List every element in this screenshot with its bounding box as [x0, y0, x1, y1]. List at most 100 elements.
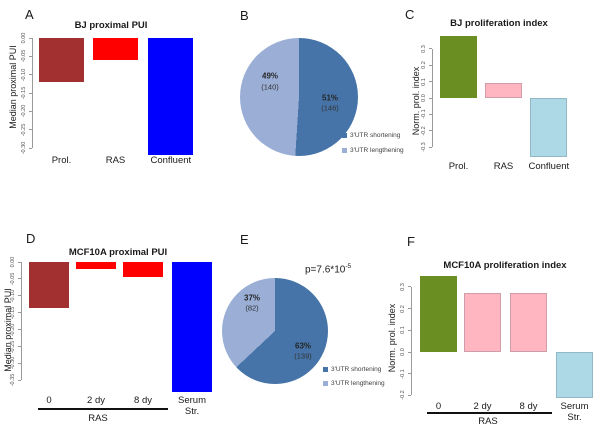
panel-letter: E: [240, 232, 249, 247]
x-category-label: 0: [46, 395, 52, 406]
legend-swatch-icon: [323, 381, 328, 386]
legend-item: 3'UTR lengthening: [323, 380, 385, 387]
y-axis-tick-label: 0.1: [400, 326, 406, 335]
pie-slice-percent: 37%: [243, 293, 261, 303]
panel-d: D MCF10A proximal PUI Median proximal PU…: [0, 215, 220, 430]
y-axis-tick-label: -0.05: [10, 272, 16, 286]
panel-e: E p=7.6*10-5 63% (139) 37% (82) 3'UTR sh…: [220, 215, 400, 430]
y-axis-tick: [408, 308, 411, 310]
y-axis-tick-label: -0.30: [10, 357, 16, 370]
pie-slice-count: (146): [321, 103, 339, 113]
y-axis-tick-label: -0.1: [421, 109, 427, 120]
x-category-label: Confluent: [528, 161, 570, 172]
legend-item: 3'UTR shortening: [342, 132, 400, 139]
y-axis-tick-label: -0.2: [421, 126, 427, 136]
bar-ras: [485, 83, 522, 98]
bar-chart-a: 0.00 -0.05 -0.10 -0.15 -0.20 -0.25 -0.30 Prol. R…: [0, 0, 200, 215]
bar-ras: [93, 38, 138, 60]
p-value-exponent: -5: [345, 263, 352, 270]
y-axis-tick: [18, 312, 21, 314]
x-category-label: Confluent: [150, 155, 192, 166]
y-axis-tick: [429, 113, 432, 115]
legend-swatch-icon: [342, 148, 347, 153]
bar-2-dy: [76, 262, 116, 269]
x-category-label: 8 dy: [519, 401, 538, 412]
y-axis-tick: [29, 147, 32, 149]
group-underline: [38, 408, 168, 410]
y-axis-tick-label: 0.00: [10, 256, 16, 268]
y-axis-tick: [429, 81, 432, 83]
legend-item: 3'UTR shortening: [323, 366, 381, 373]
y-axis-tick: [429, 48, 432, 50]
x-category-label: RAS: [105, 155, 126, 166]
chart-title: BJ proximal PUI: [74, 20, 148, 31]
y-axis-tick-label: -0.20: [21, 105, 27, 118]
pie-slice-count: (139): [294, 351, 312, 361]
y-axis-line: [21, 262, 22, 381]
y-axis-tick-label: -0.25: [21, 123, 27, 136]
bar-chart-f: 0.3 0.2 0.1 0.0 -0.1 -0.2 0 2 dy 8 dy Serum Str. R…: [400, 215, 600, 430]
bar-prol-: [39, 38, 84, 82]
y-axis-tick: [29, 55, 32, 57]
y-axis-tick-label: -0.3: [421, 142, 427, 152]
bar-0: [420, 276, 457, 352]
p-value-base: p=7.6*10: [305, 264, 346, 276]
x-category-label: RAS: [493, 161, 514, 172]
y-axis-tick: [429, 64, 432, 66]
y-axis-tick: [18, 278, 21, 280]
legend-item: 3'UTR lengthening: [342, 147, 404, 154]
group-underline: [427, 412, 552, 414]
y-axis-tick-label: 0.2: [421, 61, 427, 70]
x-category-label: Serum Str.: [560, 401, 589, 423]
y-axis-tick: [18, 329, 21, 331]
y-axis-tick: [429, 97, 432, 99]
y-axis-tick: [429, 130, 432, 132]
y-axis-tick-label: 0.0: [400, 348, 406, 356]
y-axis-tick-label: -0.10: [21, 68, 27, 81]
legend-label: 3'UTR lengthening: [331, 380, 385, 387]
y-axis-tick: [29, 74, 32, 76]
legend-swatch-icon: [342, 133, 347, 138]
y-axis-tick-label: -0.15: [10, 306, 16, 319]
pie-chart: [240, 38, 358, 156]
panel-f: F MCF10A proliferation index Norm. prol.…: [387, 215, 600, 430]
panel-a: A BJ proximal PUI Median proximal PUI 0.…: [0, 0, 200, 215]
y-axis-tick-label: 0.2: [400, 304, 406, 313]
y-axis-tick: [29, 129, 32, 131]
bar-0: [29, 262, 69, 308]
panel-letter: B: [240, 8, 249, 23]
p-value-annotation: p=7.6*10-5: [305, 263, 351, 275]
y-axis-tick: [408, 394, 411, 396]
panel-c: C BJ proliferation index Norm. prol. ind…: [400, 0, 600, 215]
pie-slice-percent: 51%: [321, 93, 339, 103]
panel-letter: F: [407, 234, 415, 249]
y-axis-tick: [408, 329, 411, 331]
y-axis-line: [32, 38, 33, 148]
panel-letter: D: [26, 231, 36, 246]
panel-b: B 51% (146) 49% (140) 3'UTR shortening 3…: [200, 0, 404, 215]
x-category-label: Serum Str.: [178, 395, 206, 417]
y-axis-line: [432, 48, 433, 148]
y-axis-tick-label: 0.00: [21, 32, 27, 44]
y-axis-tick-label: -0.25: [10, 340, 16, 353]
chart-title: MCF10A proliferation index: [443, 260, 567, 271]
bar-prol-: [440, 35, 477, 98]
bar-confluent: [148, 38, 193, 156]
legend-label: 3'UTR shortening: [350, 132, 401, 139]
bar-2-dy: [464, 293, 501, 352]
y-axis-tick: [29, 92, 32, 94]
legend-label: 3'UTR lengthening: [350, 147, 404, 154]
y-axis-tick: [429, 146, 432, 148]
bar-8-dy: [510, 293, 547, 352]
y-axis-tick-label: 0.0: [421, 94, 427, 102]
bar-serum-str-: [172, 262, 212, 393]
y-axis-tick-label: -0.30: [21, 141, 27, 155]
chart-title: BJ proliferation index: [450, 18, 548, 29]
bar-chart-d: 0.00 -0.05 -0.10 -0.15 -0.20 -0.25 -0.30 -0.35 0…: [0, 215, 220, 430]
y-axis-tick-label: -0.35: [10, 374, 16, 387]
y-axis-tick: [18, 362, 21, 364]
panel-letter: A: [25, 7, 34, 22]
x-category-label: 2 dy: [473, 401, 492, 412]
bar-confluent: [530, 98, 567, 158]
